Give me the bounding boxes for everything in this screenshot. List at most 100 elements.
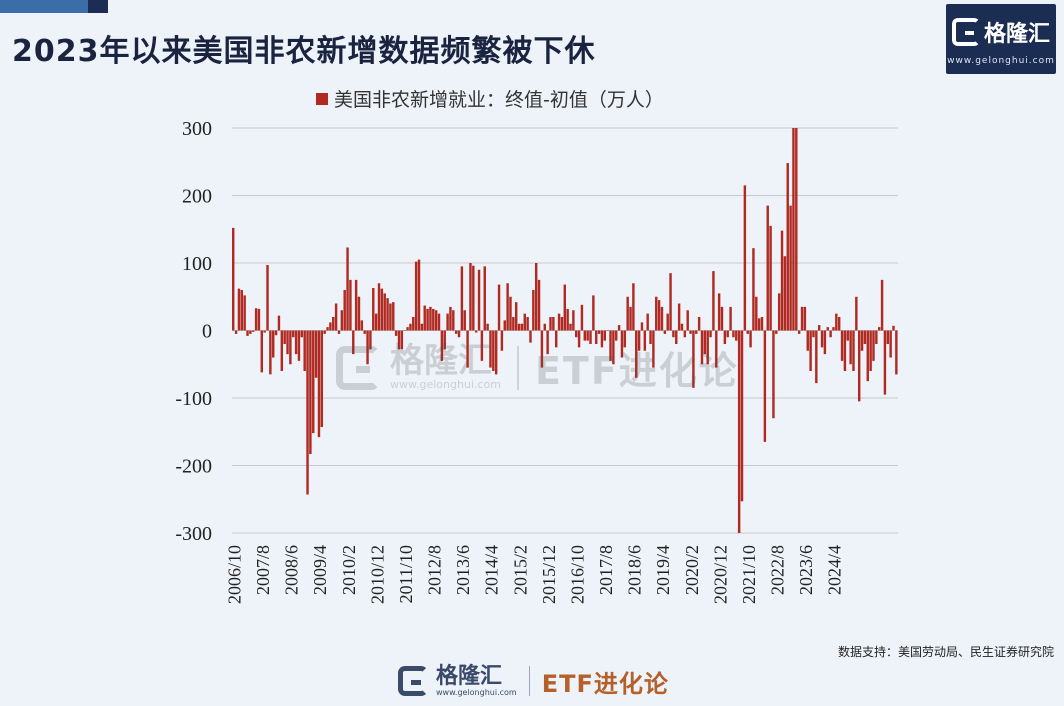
- data-bar: [749, 330, 752, 348]
- data-bar: [340, 310, 344, 331]
- data-bar: [743, 185, 747, 331]
- data-bar: [723, 330, 727, 344]
- data-bar: [737, 330, 741, 533]
- data-bar: [597, 330, 601, 334]
- data-bar: [280, 330, 284, 371]
- data-bar: [640, 322, 644, 331]
- data-bar: [243, 295, 246, 331]
- data-bar: [589, 330, 592, 344]
- data-bar: [817, 325, 821, 331]
- data-bar: [569, 323, 572, 331]
- data-bar: [257, 308, 261, 331]
- data-bar: [826, 327, 829, 331]
- x-tick-label: 2011/10: [396, 545, 416, 603]
- y-tick-label: 300: [182, 118, 212, 140]
- data-bar: [617, 325, 621, 331]
- data-bar: [506, 283, 509, 331]
- data-bar: [352, 330, 355, 355]
- data-bar: [240, 290, 244, 331]
- data-bar: [266, 265, 269, 331]
- data-bar: [712, 271, 715, 331]
- data-bar: [646, 313, 649, 331]
- data-bar: [843, 330, 847, 371]
- data-bar: [706, 330, 709, 365]
- data-bar: [620, 330, 624, 358]
- data-bar: [823, 330, 827, 355]
- data-bar: [492, 330, 495, 371]
- data-bar: [417, 259, 421, 331]
- data-bar: [746, 330, 749, 334]
- data-bar: [832, 327, 835, 331]
- data-bar: [300, 330, 304, 338]
- data-bar: [623, 330, 627, 348]
- data-bar: [272, 330, 275, 358]
- data-bar: [600, 330, 604, 348]
- data-bar: [700, 330, 704, 365]
- data-bar: [595, 330, 598, 344]
- data-bar: [660, 306, 664, 331]
- data-bar: [840, 330, 844, 361]
- data-bar: [429, 306, 432, 331]
- data-bar: [512, 317, 515, 331]
- data-bar: [709, 330, 712, 338]
- legend-swatch: [316, 93, 328, 105]
- footer-brand-name: 格隆汇: [436, 663, 503, 689]
- x-tick-label: 2007/8: [253, 545, 273, 595]
- data-bar: [423, 305, 426, 331]
- data-bar: [835, 313, 838, 331]
- data-bar: [554, 330, 558, 348]
- data-bar: [403, 330, 406, 331]
- x-tick-label: 2020/2: [682, 545, 702, 595]
- data-bar: [775, 330, 778, 334]
- data-bar: [446, 313, 449, 331]
- data-bar: [494, 330, 498, 375]
- y-tick-label: -300: [175, 523, 212, 545]
- data-bar: [363, 330, 366, 334]
- data-bar: [606, 330, 609, 331]
- data-bar: [866, 330, 869, 382]
- data-bar: [463, 310, 466, 331]
- data-bar: [649, 330, 652, 344]
- data-bar: [383, 293, 386, 331]
- data-bar: [575, 330, 578, 338]
- data-bar: [797, 330, 801, 334]
- x-tick-label: 2010/12: [367, 545, 387, 604]
- data-bar: [529, 330, 532, 343]
- data-bar: [837, 317, 841, 331]
- y-tick-label: -100: [175, 388, 212, 410]
- data-bar: [369, 330, 372, 350]
- data-bar: [717, 293, 721, 331]
- data-bar: [777, 293, 781, 331]
- y-tick-label: -200: [175, 456, 212, 478]
- data-bar: [372, 287, 375, 331]
- data-bar: [572, 310, 575, 331]
- data-bar: [740, 330, 744, 502]
- data-bar: [426, 308, 429, 331]
- data-bar: [249, 330, 252, 334]
- data-bar: [274, 330, 278, 336]
- data-bar: [472, 265, 475, 331]
- data-bar: [560, 317, 564, 331]
- data-bar: [366, 330, 369, 365]
- x-tick-label: 2023/6: [796, 545, 816, 595]
- data-bar: [466, 330, 469, 368]
- data-bar: [317, 330, 321, 438]
- data-bar: [543, 323, 546, 331]
- x-tick-label: 2015/2: [510, 545, 530, 595]
- data-bar: [514, 302, 518, 331]
- data-bar: [443, 330, 446, 350]
- data-bar: [669, 273, 672, 331]
- data-bar: [889, 330, 892, 358]
- data-bar: [354, 279, 358, 331]
- data-bar: [523, 313, 526, 331]
- data-bar: [337, 330, 341, 334]
- bar-chart: 300 200 100 0 -100 -200 -300 2006/10 2007/8 2008/…: [175, 89, 898, 604]
- data-bar: [294, 330, 298, 355]
- data-bar: [254, 308, 258, 331]
- data-bar: [806, 330, 809, 351]
- data-bar: [726, 330, 729, 338]
- data-bar: [689, 330, 692, 334]
- data-bar: [346, 247, 349, 331]
- data-bar: [672, 330, 675, 338]
- x-tick-label: 2006/10: [224, 545, 244, 604]
